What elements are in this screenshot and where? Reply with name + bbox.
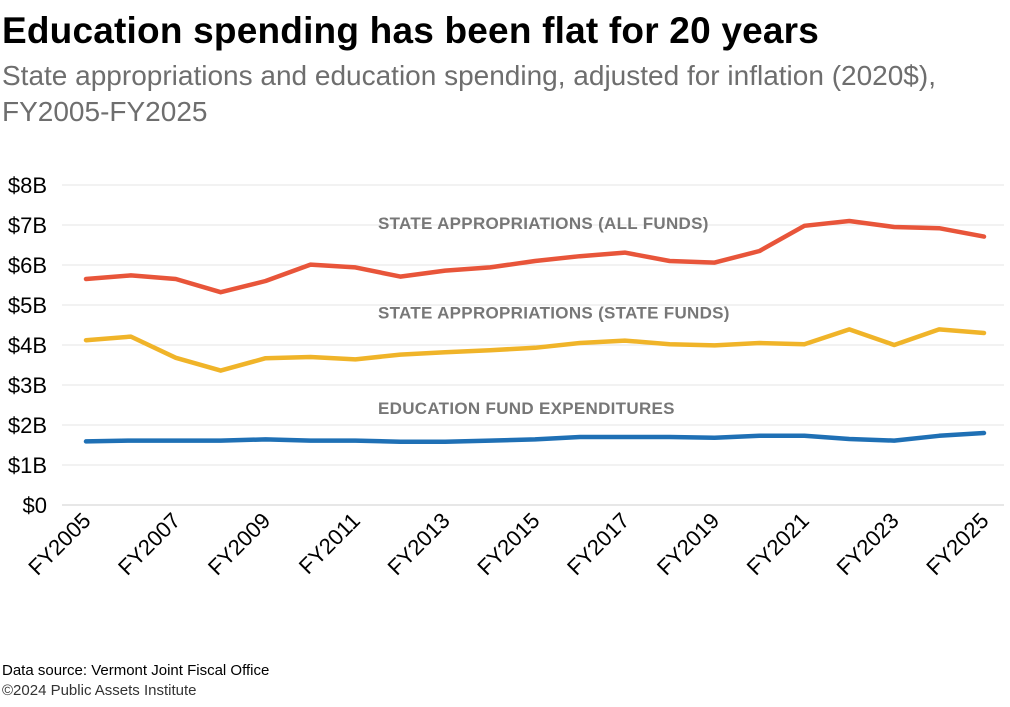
data-source-note: Data source: Vermont Joint Fiscal Office (2, 662, 270, 679)
chart-title: Education spending has been flat for 20 … (2, 10, 820, 51)
y-tick-label: $3B (8, 373, 47, 398)
y-axis-ticks: $0 $1B $2B $3B $4B $5B $6B $7B $8B (8, 173, 47, 518)
x-tick-label: FY2015 (472, 508, 544, 580)
x-tick-label: FY2019 (652, 508, 724, 580)
series-lines (83, 218, 987, 445)
x-tick-label: FY2013 (383, 508, 455, 580)
series-labels: STATE APPROPRIATIONS (ALL FUNDS) STATE AP… (378, 214, 730, 418)
x-tick-label: FY2023 (832, 508, 904, 580)
y-tick-label: $7B (8, 213, 47, 238)
series-line-1 (83, 218, 987, 295)
x-tick-label: FY2017 (562, 508, 634, 580)
series-line-3 (83, 430, 987, 445)
gridlines (62, 184, 1004, 506)
series-label-3: EDUCATION FUND EXPENDITURES (378, 399, 675, 418)
x-axis-ticks: FY2005 FY2007 FY2009 FY2011 FY2013 FY2015 FY20… (23, 508, 993, 580)
x-tick-label: FY2025 (921, 508, 993, 580)
series-label-2: STATE APPROPRIATIONS (STATE FUNDS) (378, 304, 730, 323)
x-tick-label: FY2005 (23, 508, 95, 580)
y-tick-label: $4B (8, 333, 47, 358)
copyright-note: ©2024 Public Assets Institute (2, 682, 197, 699)
y-tick-label: $6B (8, 253, 47, 278)
y-tick-label: $2B (8, 413, 47, 438)
series-label-1: STATE APPROPRIATIONS (ALL FUNDS) (378, 214, 709, 233)
x-tick-label: FY2021 (742, 508, 814, 580)
x-tick-label: FY2007 (113, 508, 185, 580)
series-line-2 (83, 327, 987, 373)
y-tick-label: $0 (23, 493, 47, 518)
chart-subtitle: State appropriations and education spend… (2, 60, 936, 127)
x-tick-label: FY2009 (203, 508, 275, 580)
x-tick-label: FY2011 (294, 508, 365, 579)
y-tick-label: $8B (8, 173, 47, 198)
y-tick-label: $1B (8, 453, 47, 478)
y-tick-label: $5B (8, 293, 47, 318)
